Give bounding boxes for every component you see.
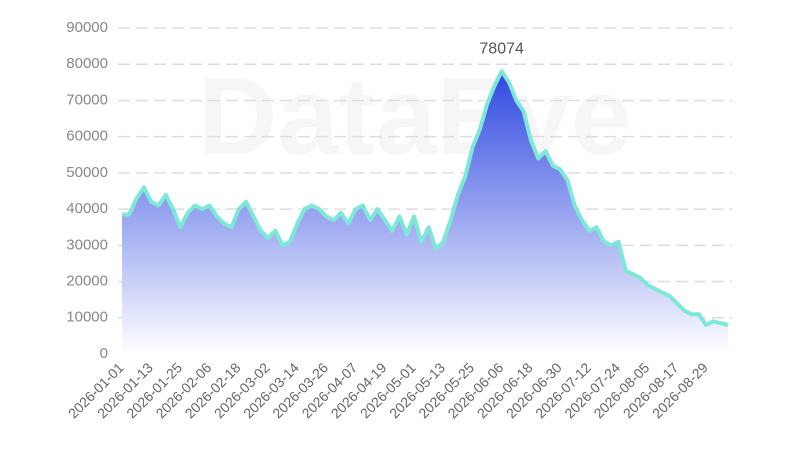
y-tick-label: 40000 xyxy=(66,200,108,217)
max-label: 78074 xyxy=(479,40,524,57)
y-tick-label: 20000 xyxy=(66,273,108,290)
y-tick-label: 90000 xyxy=(66,19,108,36)
line xyxy=(122,69,729,327)
y-tick-label: 60000 xyxy=(66,128,108,145)
y-tick-label: 50000 xyxy=(66,164,108,181)
y-tick-label: 0 xyxy=(100,345,108,362)
area xyxy=(122,71,728,354)
y-tick-label: 10000 xyxy=(66,309,108,326)
watermark: DataEye xyxy=(198,55,632,178)
y-tick-label: 80000 xyxy=(66,55,108,72)
y-tick-label: 30000 xyxy=(66,236,108,253)
y-tick-label: 70000 xyxy=(66,91,108,108)
